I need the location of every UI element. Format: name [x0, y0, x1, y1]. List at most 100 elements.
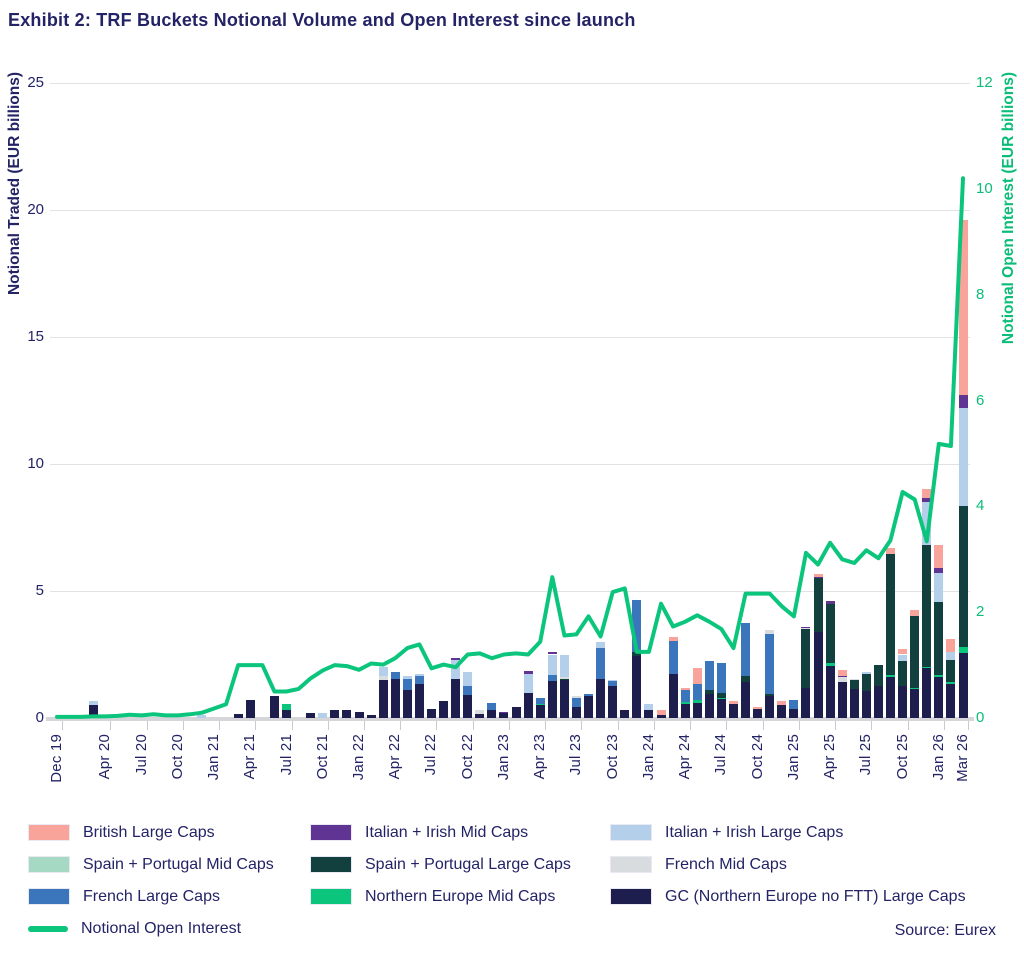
bar-segment-italian_irish_large: [559, 654, 569, 678]
bar-segment-gc_large: [378, 679, 388, 718]
legend-label: Northern Europe Mid Caps: [365, 887, 556, 905]
x-axis-tick: [291, 721, 293, 730]
bar-segment-british: [910, 610, 920, 617]
bar-segment-gc_large: [922, 668, 932, 718]
bar-segment-italian_irish_large: [861, 672, 871, 674]
x-axis-tick: [690, 721, 692, 730]
bar-segment-gc_large: [366, 715, 376, 718]
x-axis-tick: [545, 721, 547, 730]
bar-segment-spain_portugal_large: [704, 690, 714, 694]
chart-legend: British Large Caps Italian + Irish Mid Ca…: [28, 822, 996, 939]
bar-segment-french_mid: [849, 678, 859, 680]
right-axis-tick-label: 8: [976, 285, 985, 303]
bar-segment-gc_large: [282, 710, 292, 718]
x-axis-tick: [472, 721, 474, 730]
bar-segment-gc_large: [439, 701, 449, 718]
x-axis-tick: [219, 721, 221, 730]
bar-segment-gc_large: [547, 681, 557, 718]
bar-segment-french_large: [704, 660, 714, 691]
legend-label: Italian + Irish Mid Caps: [365, 823, 529, 841]
bar-segment-french_mid: [571, 696, 581, 698]
northern_europe_mid-swatch: [310, 888, 352, 905]
bar-segment-italian_irish_large: [958, 408, 968, 506]
bar-segment-gc_large: [511, 706, 521, 718]
x-axis-tick: [110, 721, 112, 730]
bar-segment-italian_irish_large: [644, 704, 654, 711]
bar-segment-spain_portugal_large: [910, 616, 920, 688]
source-label: Source: Eurex: [894, 922, 996, 939]
bar-segment-italian_irish_large: [934, 573, 944, 603]
bar-segment-french_large: [596, 648, 606, 679]
legend-item-spain_portugal_large: Spain + Portugal Large Caps: [310, 854, 610, 875]
bar-segment-gc_large: [451, 678, 461, 718]
bar-segment-spain_portugal_large: [825, 603, 835, 664]
bar-segment-gc_large: [499, 712, 509, 718]
bar-segment-italian_irish_mid: [958, 395, 968, 409]
bar-segment-italian_irish_mid: [837, 676, 847, 678]
x-axis-tick: [62, 721, 63, 730]
bar-segment-british: [813, 574, 823, 578]
legend-item-french_mid: French Mid Caps: [610, 854, 996, 875]
bar-segment-gc_large: [233, 714, 243, 718]
bar-segment-gc_large: [886, 677, 896, 718]
bar-segment-gc_large: [475, 714, 485, 718]
bar-segment-french_mid: [378, 676, 388, 680]
bar-segment-gc_large: [414, 683, 424, 718]
bar-segment-italian_irish_large: [922, 502, 932, 546]
legend-label: British Large Caps: [83, 823, 215, 841]
bar-segment-gc_large: [632, 655, 642, 718]
right-axis-tick-label: 0: [976, 709, 985, 726]
bar-segment-gc_large: [608, 686, 618, 718]
y-gridline: [50, 591, 970, 592]
bar-segment-gc_large: [753, 709, 763, 718]
bar-segment-northern_europe_mid: [282, 704, 292, 711]
bar-segment-gc_large: [741, 682, 751, 718]
bar-segment-french_large: [608, 681, 618, 687]
bar-segment-french_mid: [801, 627, 811, 630]
right-axis-tick-label: 6: [976, 391, 985, 409]
left-axis-tick-label: 25: [27, 74, 44, 91]
bar-segment-french_large: [632, 599, 642, 652]
bar-segment-gc_large: [825, 665, 835, 718]
bar-segment-northern_europe_mid: [716, 697, 726, 699]
legend-label: Italian + Irish Large Caps: [665, 823, 844, 841]
bar-segment-northern_europe_mid: [934, 674, 944, 678]
bar-segment-french_large: [402, 678, 412, 691]
legend-label: Spain + Portugal Mid Caps: [83, 855, 274, 873]
bar-segment-northern_europe_mid: [946, 682, 956, 684]
spain_portugal_mid-swatch: [28, 856, 70, 873]
bar-segment-gc_large: [837, 682, 847, 718]
x-axis-tick: [581, 721, 583, 730]
bar-segment-british: [934, 545, 944, 569]
x-axis-tick: [400, 721, 402, 730]
bar-segment-spain_portugal_large: [559, 678, 569, 680]
bar-segment-french_large: [789, 700, 799, 710]
bar-segment-gc_large: [88, 705, 98, 718]
y-gridline: [50, 83, 970, 84]
bar-segment-french_large: [680, 690, 690, 702]
x-axis-tick: [943, 721, 945, 730]
bar-segment-gc_large: [330, 710, 340, 718]
gc_large-swatch: [610, 888, 652, 905]
bar-segment-italian_irish_mid: [499, 711, 509, 713]
bar-segment-spain_portugal_large: [801, 629, 811, 688]
x-axis-tick: [762, 721, 764, 730]
bar-segment-gc_large: [269, 696, 279, 718]
bar-segment-french_large: [414, 676, 424, 684]
british-swatch: [28, 824, 70, 841]
bar-segment-british: [692, 668, 702, 684]
bar-segment-northern_europe_mid: [535, 703, 545, 706]
bar-segment-northern_europe_mid: [886, 674, 896, 678]
bar-segment-gc_large: [402, 690, 412, 718]
bar-segment-italian_irish_large: [547, 654, 557, 675]
bar-segment-italian_irish_mid: [922, 498, 932, 503]
french_large-swatch: [28, 888, 70, 905]
bar-segment-french_large: [571, 697, 581, 707]
bar-segment-french_mid: [559, 677, 569, 679]
bar-segment-italian_irish_mid: [825, 601, 835, 604]
bar-segment-british: [680, 687, 690, 691]
right-axis-tick-label: 10: [976, 179, 993, 197]
bar-segment-french_large: [668, 640, 678, 674]
bar-segment-northern_europe_mid: [825, 663, 835, 666]
